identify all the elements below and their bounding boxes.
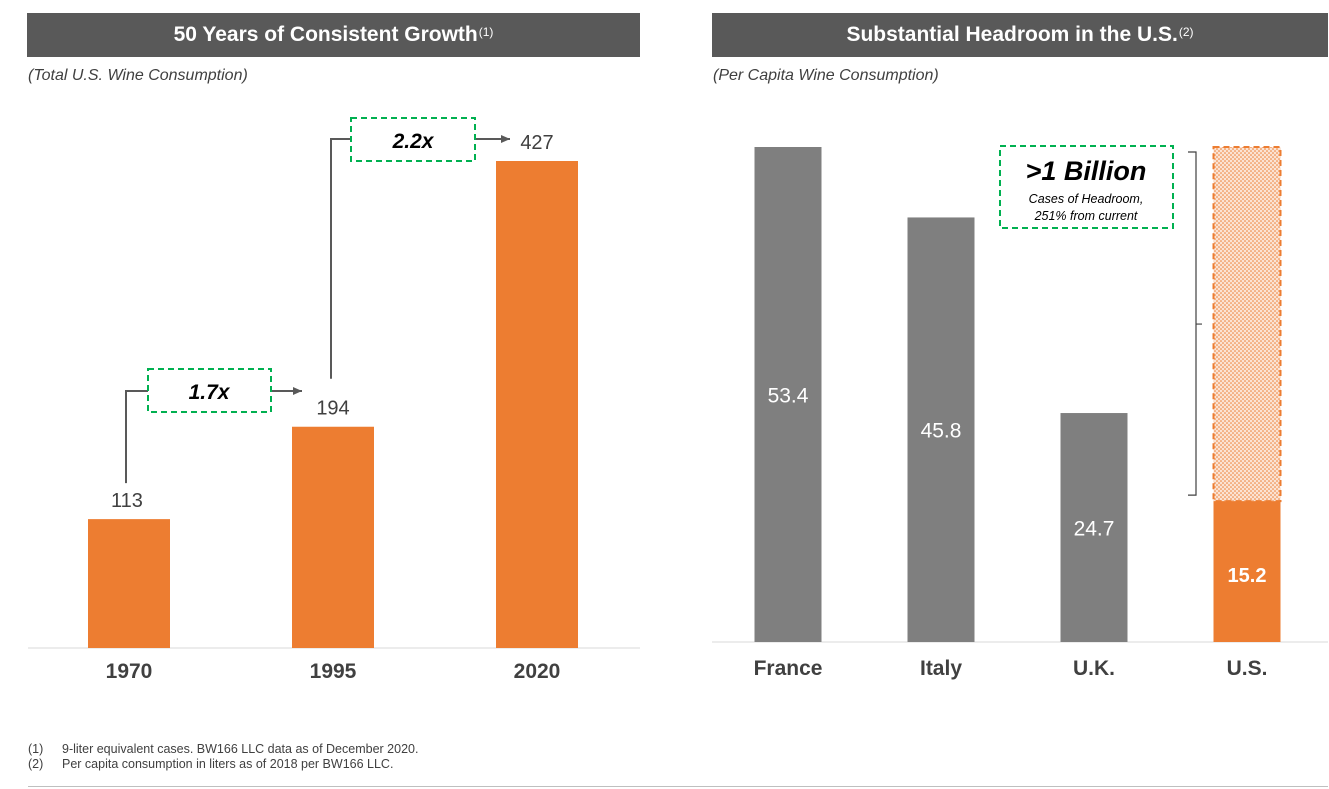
headroom-bar	[1212, 146, 1282, 503]
left-panel-title-note: (1)	[478, 25, 494, 39]
x-tick-label: France	[754, 657, 823, 680]
bar-1970	[88, 519, 170, 648]
right-panel-title: Substantial Headroom in the U.S.	[846, 23, 1178, 46]
x-tick-label: 2020	[514, 660, 561, 683]
headroom-callout-line1: Cases of Headroom,	[1029, 192, 1144, 206]
left-chart: 113 1970 194 1995 427 2020 1.7x 2.2x	[28, 117, 640, 683]
x-tick-label: 1970	[106, 660, 153, 683]
x-tick-label: Italy	[920, 657, 962, 680]
bar-U.K.	[1060, 413, 1128, 642]
data-label: 24.7	[1074, 518, 1115, 541]
bar-U.S.	[1213, 501, 1281, 642]
left-panel-title: 50 Years of Consistent Growth	[173, 23, 478, 46]
headroom-callout-box	[999, 145, 1174, 229]
bottom-divider	[28, 786, 1328, 787]
footnote-text: Per capita consumption in liters as of 2…	[62, 757, 394, 771]
footnote-number: (1)	[28, 742, 44, 756]
growth-callout-label: 1.7x	[189, 381, 231, 404]
growth-connector	[125, 390, 148, 484]
data-label: 15.2	[1228, 565, 1267, 587]
footnote-2: (2) Per capita consumption in liters as o…	[28, 757, 418, 772]
right-panel-subtitle: (Per Capita Wine Consumption)	[713, 67, 939, 84]
footnote-number: (2)	[28, 757, 44, 771]
bar-Italy	[907, 217, 975, 642]
headroom-bracket	[1188, 151, 1202, 496]
headroom-callout-line2: 251% from current	[1034, 209, 1138, 223]
growth-callout-box	[350, 117, 476, 162]
right-panel-title-note: (2)	[1178, 25, 1194, 39]
bar-1995	[292, 426, 374, 648]
data-label: 113	[111, 490, 143, 512]
data-label: 45.8	[921, 420, 962, 443]
growth-callout-box	[147, 368, 272, 413]
data-label: 194	[316, 398, 349, 420]
data-label: 53.4	[768, 385, 809, 408]
footnote-text: 9-liter equivalent cases. BW166 LLC data…	[62, 742, 419, 756]
right-panel-header: Substantial Headroom in the U.S. (2)	[712, 13, 1328, 57]
x-tick-label: U.S.	[1227, 657, 1268, 680]
footnote-1: (1) 9-liter equivalent cases. BW166 LLC d…	[28, 742, 418, 757]
data-label: 427	[520, 132, 553, 154]
left-panel-subtitle: (Total U.S. Wine Consumption)	[28, 67, 248, 84]
growth-connector	[330, 138, 351, 379]
growth-callout-label: 2.2x	[392, 130, 435, 153]
x-tick-label: 1995	[310, 660, 357, 683]
bar-France	[754, 147, 822, 642]
headroom-callout-headline: >1 Billion	[1026, 156, 1147, 186]
bar-2020	[496, 161, 578, 648]
left-panel-header: 50 Years of Consistent Growth (1)	[27, 13, 640, 57]
footnotes: (1) 9-liter equivalent cases. BW166 LLC d…	[28, 742, 418, 772]
x-tick-label: U.K.	[1073, 657, 1115, 680]
right-chart: 53.4 France 45.8 Italy 24.7 U.K. 15.2 U.S. >1 Bi…	[712, 145, 1328, 680]
